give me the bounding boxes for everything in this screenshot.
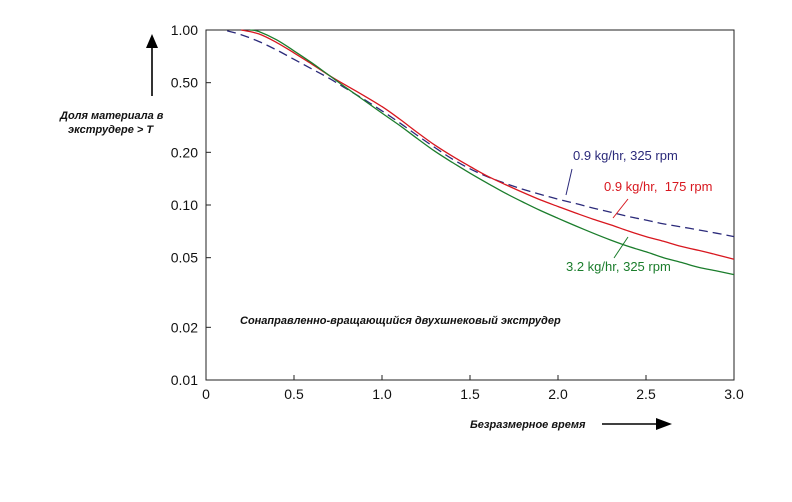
series-label-1: 0.9 kg/hr, 325 rpm (573, 148, 678, 163)
series-label-2: 0.9 kg/hr, 175 rpm (604, 179, 712, 194)
series-line-2 (241, 29, 735, 260)
series-labels: 0.9 kg/hr, 325 rpm 0.9 kg/hr, 175 rpm 3.2 … (565, 148, 712, 274)
x-tick-label: 2.5 (636, 386, 656, 402)
series-label-leader-2 (612, 198, 629, 219)
y-tick-label: 0.05 (171, 250, 198, 266)
axis-ticks: 0 0.5 1.0 1.5 2.0 2.5 3.0 1.00 0.50 0.20 0.10 0.05 0… (171, 22, 744, 402)
series-lines (226, 29, 735, 276)
y-tick-label: 0.02 (171, 319, 198, 335)
y-tick-label: 0.20 (171, 144, 198, 160)
y-axis-title-line2: экструдере > T (68, 124, 154, 136)
y-tick-label: 0.50 (171, 75, 198, 91)
y-tick-label: 1.00 (171, 22, 198, 38)
x-tick-label: 0 (202, 386, 210, 402)
x-tick-label: 1.5 (460, 386, 480, 402)
x-axis-arrow (602, 418, 672, 430)
series-label-leader-3 (613, 236, 629, 259)
x-tick-label: 1.0 (372, 386, 392, 402)
y-axis-arrow (146, 34, 158, 96)
y-tick-label: 0.10 (171, 197, 198, 213)
y-axis-title-line1: Доля материала в (59, 110, 164, 122)
chart-annotation: Сонаправленно-вращающийся двухшнековый э… (240, 315, 561, 327)
series-label-3: 3.2 kg/hr, 325 rpm (566, 259, 671, 274)
x-tick-label: 3.0 (724, 386, 744, 402)
series-line-3 (249, 29, 735, 276)
x-axis-title: Безразмерное время (470, 419, 586, 431)
series-label-leader-1 (565, 168, 573, 196)
x-tick-label: 2.0 (548, 386, 568, 402)
y-tick-label: 0.01 (171, 372, 198, 388)
x-tick-label: 0.5 (284, 386, 304, 402)
series-line-1 (226, 30, 735, 238)
plot-area-frame (205, 29, 735, 381)
